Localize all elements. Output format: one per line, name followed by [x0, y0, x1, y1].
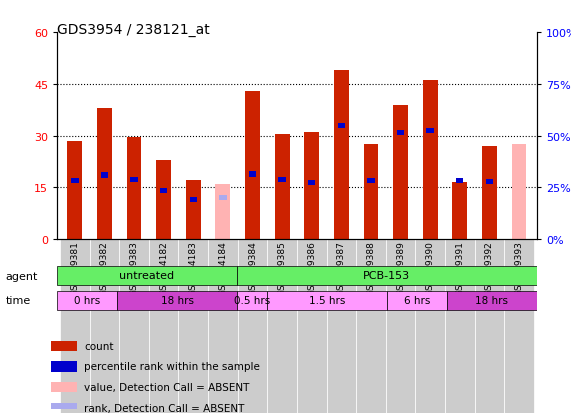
Text: agent: agent — [6, 271, 38, 281]
Text: GDS3954 / 238121_at: GDS3954 / 238121_at — [57, 23, 210, 37]
Bar — [482, 147, 497, 240]
Bar — [179, 240, 208, 413]
Text: 0.5 hrs: 0.5 hrs — [234, 295, 270, 306]
Text: untreated: untreated — [119, 271, 175, 281]
Bar — [97, 109, 112, 240]
Bar — [327, 240, 356, 413]
Bar — [215, 185, 230, 240]
Bar — [267, 291, 387, 310]
Bar — [119, 240, 149, 413]
Bar — [387, 291, 447, 310]
Bar — [160, 188, 167, 194]
Bar — [245, 92, 260, 240]
Bar — [279, 177, 286, 182]
Bar — [386, 240, 415, 413]
Bar — [237, 266, 537, 285]
Text: percentile rank within the sample: percentile rank within the sample — [85, 361, 260, 372]
FancyBboxPatch shape — [51, 403, 77, 413]
FancyBboxPatch shape — [51, 361, 77, 372]
Bar — [190, 198, 197, 203]
Bar — [367, 178, 375, 183]
Text: PCB-153: PCB-153 — [363, 271, 411, 281]
Bar — [208, 240, 238, 413]
Bar — [447, 291, 537, 310]
Text: 0 hrs: 0 hrs — [74, 295, 100, 306]
Text: count: count — [85, 341, 114, 351]
Bar — [423, 81, 437, 240]
FancyBboxPatch shape — [51, 382, 77, 392]
Bar — [427, 128, 434, 134]
Text: rank, Detection Call = ABSENT: rank, Detection Call = ABSENT — [85, 403, 244, 413]
Bar — [117, 291, 237, 310]
Bar — [57, 266, 237, 285]
Bar — [445, 240, 475, 413]
Bar — [504, 240, 534, 413]
Text: 18 hrs: 18 hrs — [475, 295, 508, 306]
Bar — [186, 181, 200, 240]
Bar — [397, 131, 404, 136]
Bar — [512, 145, 526, 240]
Bar — [334, 71, 349, 240]
Bar — [486, 179, 493, 184]
Text: 18 hrs: 18 hrs — [160, 295, 194, 306]
Text: 6 hrs: 6 hrs — [404, 295, 430, 306]
Bar — [275, 135, 289, 240]
Bar — [475, 240, 504, 413]
Bar — [100, 173, 108, 178]
Bar — [127, 138, 142, 240]
Bar — [356, 240, 386, 413]
Bar — [297, 240, 327, 413]
Bar — [267, 240, 297, 413]
Bar — [60, 240, 90, 413]
Bar — [456, 178, 464, 183]
Bar — [308, 180, 315, 185]
Bar — [415, 240, 445, 413]
Bar — [237, 291, 267, 310]
Bar — [90, 240, 119, 413]
FancyBboxPatch shape — [51, 341, 77, 351]
Bar — [238, 240, 267, 413]
Bar — [67, 142, 82, 240]
Text: value, Detection Call = ABSENT: value, Detection Call = ABSENT — [85, 382, 250, 392]
Bar — [337, 123, 345, 128]
Bar — [219, 196, 227, 201]
Bar — [57, 291, 117, 310]
Bar — [149, 240, 179, 413]
Bar — [156, 160, 171, 240]
Bar — [249, 172, 256, 177]
Bar — [304, 133, 319, 240]
Text: time: time — [6, 296, 31, 306]
Bar — [130, 177, 138, 182]
Bar — [71, 178, 79, 183]
Text: 1.5 hrs: 1.5 hrs — [309, 295, 345, 306]
Bar — [452, 183, 467, 240]
Bar — [393, 105, 408, 240]
Bar — [364, 145, 379, 240]
